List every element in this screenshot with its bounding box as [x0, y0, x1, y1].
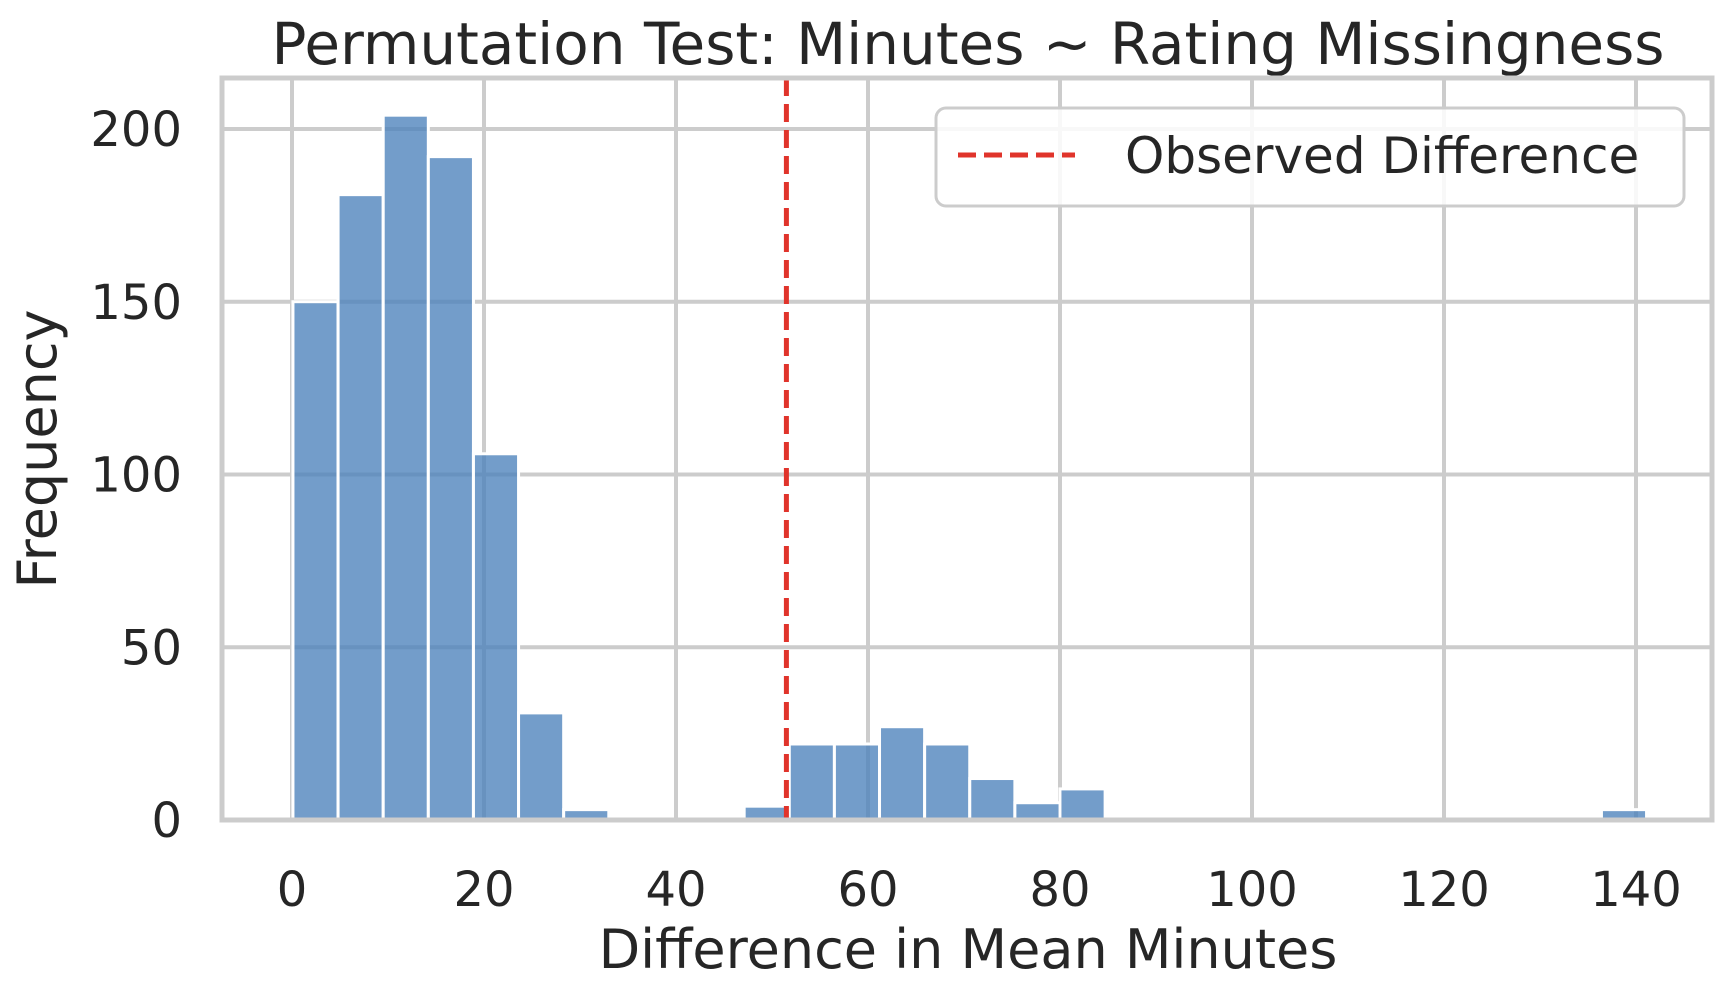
histogram-bars — [291, 113, 1649, 822]
x-tick-label: 0 — [277, 862, 308, 918]
histogram-bar — [1058, 787, 1107, 822]
histogram-bar — [968, 777, 1017, 822]
legend: Observed Difference — [934, 106, 1686, 208]
histogram-bar — [426, 155, 475, 822]
histogram-bar — [471, 452, 521, 822]
x-axis-label: Difference in Mean Minutes — [599, 918, 1338, 981]
x-tick-labels: 0 20 40 60 80 100 120 140 — [277, 862, 1682, 918]
plot-frame — [219, 75, 1715, 823]
histogram-bar — [923, 742, 972, 822]
x-tick-label: 60 — [837, 862, 898, 918]
y-tick-label: 0 — [151, 793, 182, 849]
y-tick-label: 150 — [90, 275, 182, 331]
x-tick-label: 100 — [1206, 862, 1298, 918]
x-tick-label: 20 — [453, 862, 514, 918]
y-axis-label: Frequency — [6, 310, 69, 589]
y-tick-label: 50 — [121, 620, 182, 676]
histogram-bar — [1013, 801, 1062, 822]
histogram-bar — [381, 113, 430, 822]
histogram-bar — [291, 300, 340, 822]
x-tick-label: 80 — [1029, 862, 1090, 918]
histogram-bar — [787, 742, 836, 822]
legend-box — [934, 106, 1686, 208]
histogram-bar — [878, 725, 927, 822]
histogram-bar — [832, 742, 882, 822]
histogram-bar — [517, 711, 566, 822]
y-tick-label: 200 — [90, 102, 182, 158]
chart-title: Permutation Test: Minutes ~ Rating Missi… — [271, 10, 1664, 78]
histogram-bar — [336, 193, 385, 822]
legend-label-observed-difference: Observed Difference — [1125, 127, 1639, 185]
x-tick-label: 140 — [1590, 862, 1682, 918]
x-tick-label: 40 — [645, 862, 706, 918]
x-tick-label: 120 — [1398, 862, 1490, 918]
y-tick-labels: 0 50 100 150 200 — [90, 102, 182, 849]
y-tick-label: 100 — [90, 448, 182, 504]
